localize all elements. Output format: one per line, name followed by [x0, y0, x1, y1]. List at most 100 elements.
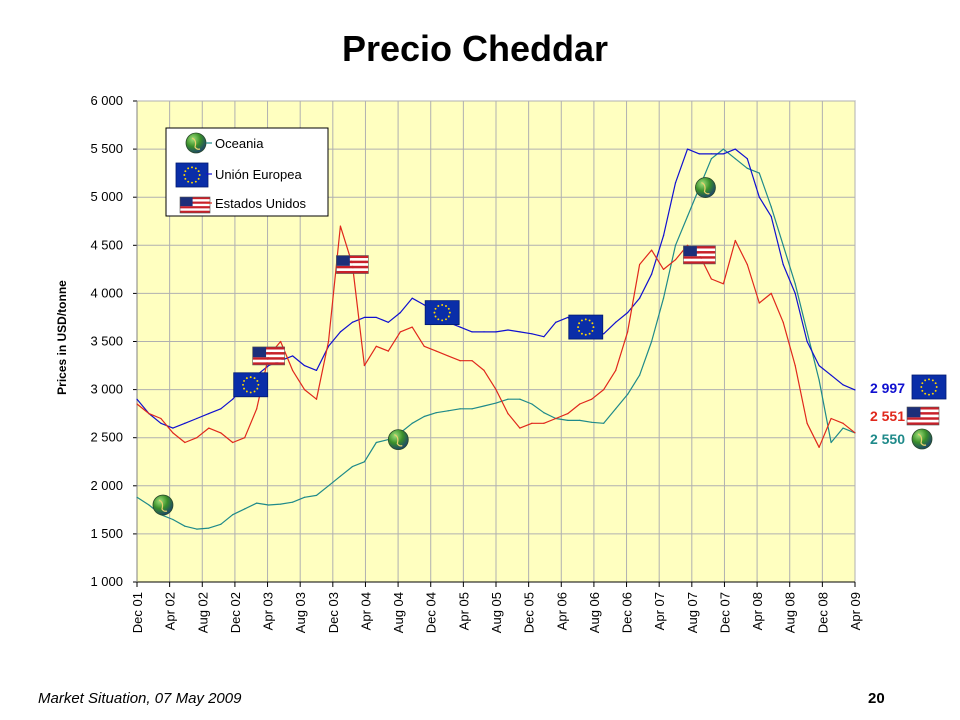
eu-star	[183, 174, 186, 176]
data-point-us	[794, 364, 796, 367]
data-point-globe	[674, 244, 677, 246]
data-point-us	[686, 244, 689, 246]
data-point-eu	[854, 389, 856, 391]
data-point-globe	[579, 419, 581, 421]
data-point-globe	[710, 158, 713, 160]
data-point-eu	[650, 273, 653, 275]
data-point-globe	[339, 475, 342, 477]
data-point-globe	[172, 518, 174, 521]
data-point-us	[722, 283, 724, 285]
data-point-us	[303, 389, 306, 391]
data-point-eu	[567, 316, 569, 319]
data-point-globe	[519, 398, 521, 400]
data-point-us	[387, 350, 389, 352]
eu-star	[245, 377, 248, 380]
eu-star	[191, 181, 193, 184]
globe-land	[191, 137, 201, 150]
eu-star	[184, 170, 187, 173]
eu-star	[256, 379, 259, 382]
data-point-eu	[387, 321, 389, 323]
us-flag-stripe	[683, 251, 716, 254]
globe-icon	[695, 177, 716, 198]
data-point-us	[603, 389, 605, 391]
data-point-eu	[232, 398, 234, 400]
us-flag-border	[336, 255, 369, 274]
eu-star	[447, 315, 450, 318]
data-point-us	[507, 413, 509, 415]
eu-star	[445, 318, 447, 321]
us-flag-icon	[906, 406, 940, 426]
us-flag-stripe	[180, 201, 210, 204]
data-point-eu	[603, 333, 605, 335]
data-point-us	[579, 403, 581, 405]
eu-star	[935, 386, 938, 388]
eu-star	[245, 390, 248, 393]
us-flag-stripe	[180, 203, 210, 207]
data-point-eu	[483, 331, 485, 333]
globe-land	[701, 182, 710, 195]
data-point-us	[411, 326, 413, 328]
eu-star	[194, 180, 197, 183]
x-tick-label: Apr 06	[554, 592, 569, 630]
data-point-us	[830, 417, 832, 420]
data-point-us	[196, 437, 198, 439]
eu-star	[249, 376, 252, 379]
data-point-eu	[627, 312, 629, 314]
data-point-globe	[268, 504, 270, 506]
us-flag-stripe	[907, 419, 939, 423]
data-point-eu	[268, 364, 270, 367]
data-point-globe	[136, 496, 138, 498]
x-tick-label: Apr 05	[456, 592, 471, 630]
data-point-eu	[806, 340, 808, 343]
data-point-eu	[746, 158, 748, 160]
eu-star	[433, 311, 436, 314]
data-point-globe	[686, 215, 689, 218]
y-tick-label: 1 500	[90, 526, 123, 541]
data-point-eu	[375, 316, 377, 319]
data-point-us	[842, 422, 844, 424]
data-point-globe	[375, 441, 377, 444]
x-tick-label: Apr 07	[652, 592, 667, 630]
x-tick-label: Apr 08	[750, 592, 765, 630]
data-point-us	[136, 403, 138, 405]
eu-star	[924, 379, 927, 382]
data-point-us	[674, 259, 677, 261]
us-flag-stripe	[180, 210, 210, 213]
us-flag-icon	[179, 196, 211, 214]
end-value-label: 2 997	[870, 380, 905, 396]
data-point-us	[315, 398, 318, 400]
us-flag-canton	[336, 255, 350, 266]
data-point-globe	[411, 422, 413, 424]
data-point-eu	[794, 292, 796, 294]
eu-star	[191, 166, 193, 169]
eu-flag-icon	[424, 300, 460, 326]
data-point-eu	[615, 321, 617, 323]
eu-star	[437, 305, 440, 307]
data-point-us	[639, 263, 641, 266]
us-flag-stripe	[252, 349, 285, 353]
data-point-eu	[710, 153, 713, 155]
data-point-eu	[339, 331, 342, 333]
us-flag-stripe	[907, 414, 939, 418]
us-flag-stripe	[252, 354, 285, 358]
us-flag-stripe	[336, 270, 369, 274]
x-tick-label: Aug 03	[293, 592, 308, 633]
eu-star	[441, 319, 444, 322]
data-point-us	[423, 345, 425, 347]
data-point-globe	[351, 465, 353, 468]
data-point-eu	[842, 384, 844, 386]
data-point-globe	[507, 398, 509, 400]
x-tick-label: Apr 04	[358, 592, 373, 630]
data-point-us	[459, 360, 461, 362]
us-flag-stripe	[252, 357, 285, 360]
us-flag-border	[906, 406, 940, 426]
us-flag-stripe	[252, 362, 285, 365]
us-flag-icon	[336, 255, 369, 274]
globe-land	[394, 434, 403, 447]
data-point-us	[160, 417, 162, 420]
eu-star	[577, 326, 580, 329]
data-point-us	[232, 441, 234, 444]
data-point-globe	[327, 485, 330, 487]
eu-star	[198, 174, 201, 176]
data-point-us	[854, 432, 856, 434]
